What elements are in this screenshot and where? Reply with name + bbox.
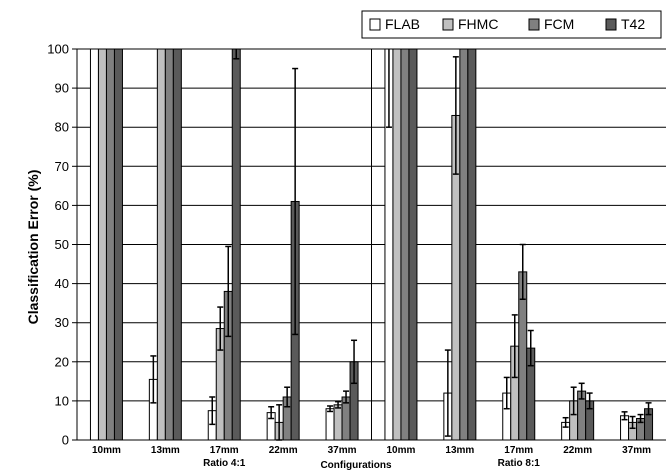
x-category-label: 10mm (92, 445, 121, 456)
y-tick-label: 90 (55, 81, 69, 96)
y-tick-label: 40 (55, 276, 69, 291)
bar-fcm (164, 48, 174, 441)
x-group-labels: Ratio 4:1 Ratio 8:1 (203, 458, 540, 469)
y-tick-label: 50 (55, 237, 69, 252)
bar-fcm (400, 48, 410, 441)
x-category-label: 22mm (269, 445, 298, 456)
bar-t42 (113, 48, 123, 441)
x-category-label: 13mm (445, 445, 474, 456)
legend-swatch-t42 (605, 18, 617, 31)
bar-fcm (105, 48, 115, 441)
bar-t42 (408, 48, 418, 441)
legend-label-flab: FLAB (385, 16, 420, 32)
y-axis-label: Classification Error (%) (25, 170, 41, 325)
bar-fcm (459, 48, 469, 441)
y-tick-label: 30 (55, 315, 69, 330)
bar-t42 (467, 48, 477, 441)
legend-swatch-fcm (528, 18, 540, 31)
legend-swatch-flab (369, 18, 381, 31)
bar-fhmc (392, 48, 402, 441)
y-tick-label: 20 (55, 354, 69, 369)
y-tick-label: 100 (47, 42, 69, 57)
legend-label-fcm: FCM (544, 16, 574, 32)
x-group-label: Ratio 8:1 (498, 458, 541, 469)
x-axis-label: Configurations (320, 460, 392, 471)
x-category-label: 37mm (328, 445, 357, 456)
legend-swatch-fhmc (442, 18, 454, 31)
x-group-label: Ratio 4:1 (203, 458, 246, 469)
bar-flab (89, 48, 99, 441)
bar-fhmc (97, 48, 107, 441)
legend-label-fhmc: FHMC (458, 16, 498, 32)
x-category-label: 22mm (563, 445, 592, 456)
x-category-label: 37mm (622, 445, 651, 456)
x-category-label: 13mm (151, 445, 180, 456)
y-tick-label: 10 (55, 393, 69, 408)
bar-t42 (231, 48, 241, 441)
bar-fhmc (333, 404, 343, 441)
bar-flab (325, 408, 335, 441)
y-tick-label: 0 (62, 433, 69, 448)
x-category-label: 17mm (504, 445, 533, 456)
bar-fhmc (156, 48, 166, 441)
legend-box (361, 10, 662, 39)
x-category-label: 10mm (386, 445, 415, 456)
y-tick-label: 70 (55, 159, 69, 174)
bar-t42 (172, 48, 182, 441)
x-category-label: 17mm (210, 445, 239, 456)
y-tick-label: 80 (55, 120, 69, 135)
y-tick-label: 60 (55, 198, 69, 213)
y-tick-labels: 0 10 20 30 40 50 60 70 80 90 100 (47, 42, 77, 448)
x-category-labels: 10mm 13mm 17mm 22mm 37mm 10mm 13mm 17mm 22mm 37mm (92, 445, 651, 456)
legend: FLAB FHMC FCM T42 (361, 10, 662, 39)
error-bars (150, 49, 652, 441)
legend-label-t42: T42 (621, 16, 645, 32)
